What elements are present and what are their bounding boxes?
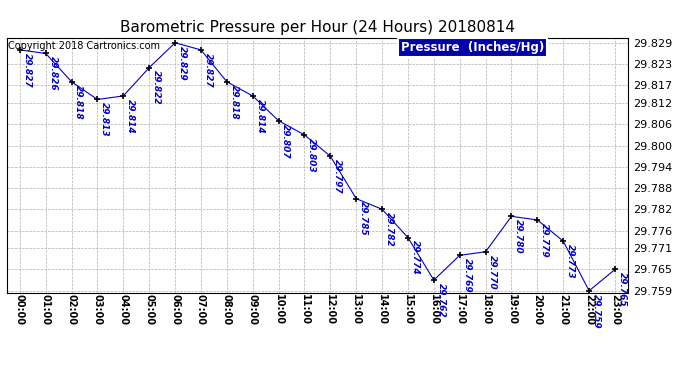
Text: 29.822: 29.822 (152, 70, 161, 105)
Text: 29.827: 29.827 (204, 53, 213, 87)
Title: Barometric Pressure per Hour (24 Hours) 20180814: Barometric Pressure per Hour (24 Hours) … (120, 20, 515, 35)
Text: 29.818: 29.818 (75, 84, 83, 119)
Text: 29.813: 29.813 (100, 102, 109, 137)
Text: 29.780: 29.780 (514, 219, 523, 254)
Text: 29.829: 29.829 (178, 46, 187, 80)
Text: 29.782: 29.782 (385, 212, 394, 247)
Text: 29.785: 29.785 (359, 201, 368, 236)
Text: 29.762: 29.762 (437, 283, 446, 318)
Text: 29.765: 29.765 (618, 272, 627, 307)
Text: 29.827: 29.827 (23, 53, 32, 87)
Text: 29.818: 29.818 (230, 84, 239, 119)
Text: 29.770: 29.770 (489, 255, 497, 289)
Text: 29.826: 29.826 (48, 56, 57, 91)
Text: 29.773: 29.773 (566, 244, 575, 279)
Text: Copyright 2018 Cartronics.com: Copyright 2018 Cartronics.com (8, 41, 160, 51)
Text: 29.797: 29.797 (333, 159, 342, 194)
Text: 29.807: 29.807 (282, 123, 290, 158)
Text: 29.769: 29.769 (462, 258, 471, 293)
Text: 29.774: 29.774 (411, 240, 420, 275)
Text: 29.779: 29.779 (540, 223, 549, 257)
Text: 29.759: 29.759 (592, 294, 601, 328)
Text: Pressure  (Inches/Hg): Pressure (Inches/Hg) (401, 41, 544, 54)
Text: 29.814: 29.814 (255, 99, 264, 134)
Text: 29.814: 29.814 (126, 99, 135, 134)
Text: 29.803: 29.803 (307, 138, 316, 172)
